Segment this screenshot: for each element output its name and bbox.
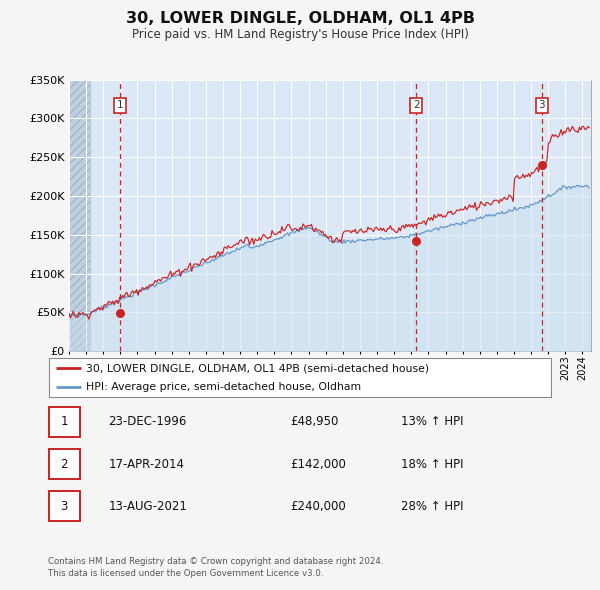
Text: 1: 1 (116, 100, 124, 110)
Text: 1: 1 (61, 415, 68, 428)
Text: 30, LOWER DINGLE, OLDHAM, OL1 4PB: 30, LOWER DINGLE, OLDHAM, OL1 4PB (125, 11, 475, 27)
Text: £240,000: £240,000 (290, 500, 346, 513)
Bar (69, 80, 89, 351)
Text: £48,950: £48,950 (290, 415, 338, 428)
Text: 13% ↑ HPI: 13% ↑ HPI (401, 415, 463, 428)
Text: 3: 3 (538, 100, 545, 110)
Text: 18% ↑ HPI: 18% ↑ HPI (401, 458, 463, 471)
Text: HPI: Average price, semi-detached house, Oldham: HPI: Average price, semi-detached house,… (86, 382, 361, 392)
FancyBboxPatch shape (49, 491, 80, 521)
Text: 23-DEC-1996: 23-DEC-1996 (109, 415, 187, 428)
Text: Price paid vs. HM Land Registry's House Price Index (HPI): Price paid vs. HM Land Registry's House … (131, 28, 469, 41)
Text: 2: 2 (61, 458, 68, 471)
FancyBboxPatch shape (49, 450, 80, 479)
FancyBboxPatch shape (49, 358, 551, 397)
Text: 3: 3 (61, 500, 68, 513)
Text: 13-AUG-2021: 13-AUG-2021 (109, 500, 187, 513)
Text: 2: 2 (413, 100, 419, 110)
Text: 30, LOWER DINGLE, OLDHAM, OL1 4PB (semi-detached house): 30, LOWER DINGLE, OLDHAM, OL1 4PB (semi-… (86, 363, 429, 373)
Bar (69, 80, 89, 351)
FancyBboxPatch shape (49, 407, 80, 437)
Text: 17-APR-2014: 17-APR-2014 (109, 458, 184, 471)
Text: Contains HM Land Registry data © Crown copyright and database right 2024.
This d: Contains HM Land Registry data © Crown c… (48, 557, 383, 578)
Text: 28% ↑ HPI: 28% ↑ HPI (401, 500, 463, 513)
Text: £142,000: £142,000 (290, 458, 346, 471)
